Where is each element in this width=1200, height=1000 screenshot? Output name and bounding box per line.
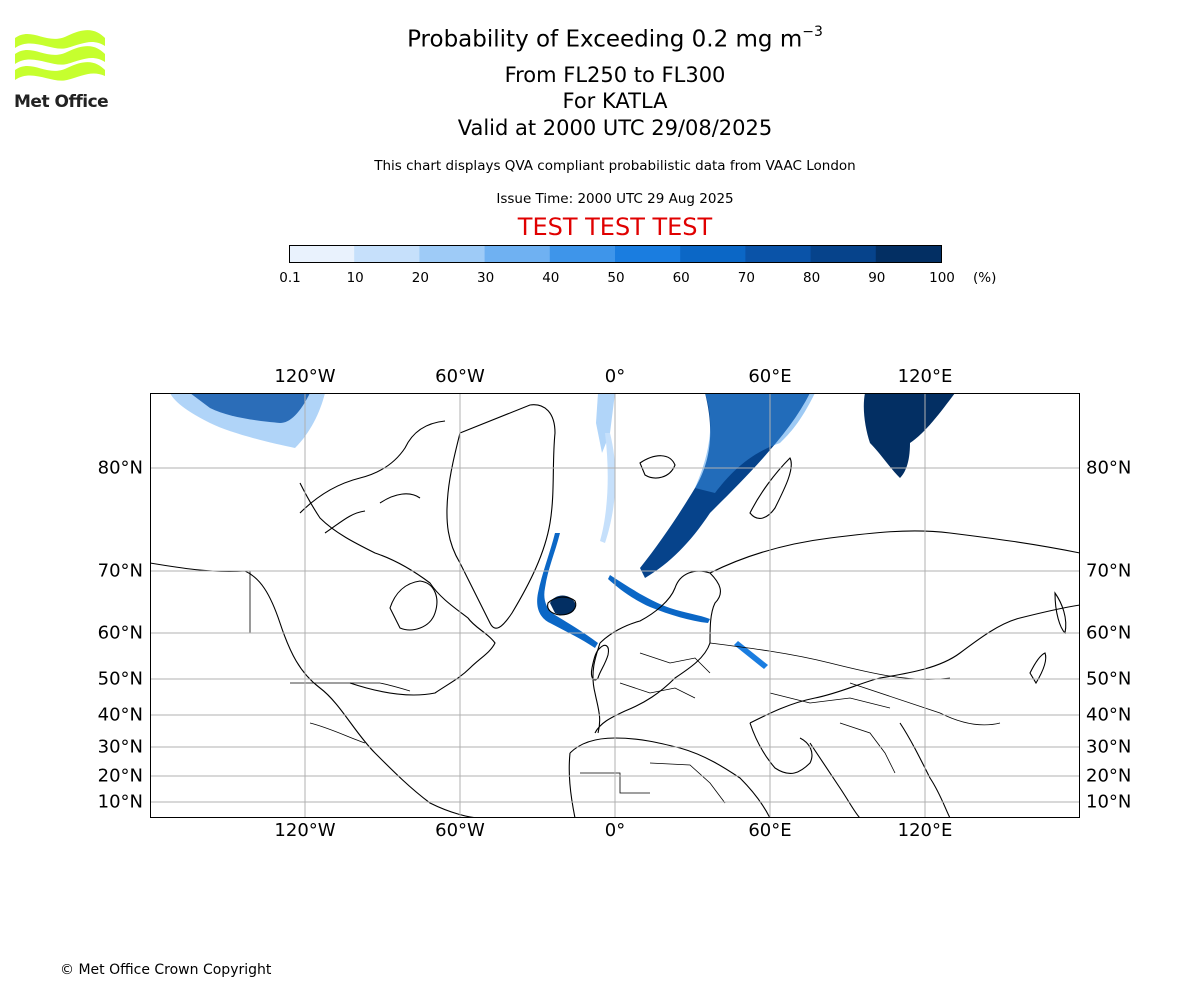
latitude-label-right: 20°N xyxy=(1086,765,1132,787)
colorbar-tick-label: 20 xyxy=(411,270,429,286)
coast-asia xyxy=(709,530,1080,818)
latitude-label-left: 20°N xyxy=(97,765,143,787)
met-office-logo xyxy=(15,30,105,81)
country-borders xyxy=(249,571,1001,804)
latitude-label-right: 10°N xyxy=(1086,791,1132,813)
plume-iceland-loop xyxy=(550,595,576,615)
border-us-mexico xyxy=(309,722,366,744)
latitude-label-right: 50°N xyxy=(1086,668,1132,690)
plume-norway-arc xyxy=(608,575,710,623)
longitude-label-top: 60°W xyxy=(435,366,485,387)
coast-arctic-islands xyxy=(299,420,446,534)
latitude-label-left: 30°N xyxy=(97,736,143,758)
coast-europe xyxy=(592,570,721,734)
colorbar-tick-label: 80 xyxy=(803,270,821,286)
title-exponent: −3 xyxy=(802,24,823,40)
coast-hudson xyxy=(389,580,438,631)
chart-title: Probability of Exceeding 0.2 mg m−3 xyxy=(0,24,1200,53)
map xyxy=(150,393,1080,818)
volcano-name: For KATLA xyxy=(562,89,668,113)
colorbar-tick-label: 100 xyxy=(929,270,955,286)
border-china xyxy=(849,682,1001,726)
logo-wave-1 xyxy=(15,30,105,49)
longitude-label-bottom: 60°E xyxy=(748,820,792,841)
colorbar-cell xyxy=(875,245,942,263)
latitude-label-left: 80°N xyxy=(97,457,143,479)
colorbar-cell xyxy=(680,245,746,263)
logo-wave-3 xyxy=(15,62,105,81)
colorbar-tick-label: 50 xyxy=(607,270,625,286)
colorbar-cell xyxy=(615,245,681,263)
longitude-label-top: 0° xyxy=(604,366,626,387)
colorbar-cell xyxy=(745,245,812,263)
plume-greenland-arc xyxy=(537,533,598,648)
gridlines xyxy=(150,393,1080,818)
title-main: Probability of Exceeding 0.2 mg m xyxy=(407,26,803,53)
border-central-asia xyxy=(769,692,891,709)
colorbar-frame xyxy=(289,245,942,263)
colorbar-cell xyxy=(549,245,616,263)
latitude-label-right: 30°N xyxy=(1086,736,1132,758)
coast-uk xyxy=(590,644,609,681)
colorbar-tick-label: 70 xyxy=(737,270,755,286)
qva-note: This chart displays QVA compliant probab… xyxy=(374,158,856,174)
colorbar-cell xyxy=(484,245,551,263)
latitude-label-left: 50°N xyxy=(97,668,143,690)
copyright: © Met Office Crown Copyright xyxy=(60,962,272,978)
latitude-label-left: 70°N xyxy=(97,560,143,582)
colorbar-tick-label: 40 xyxy=(542,270,560,286)
longitude-label-top: 120°W xyxy=(274,366,336,387)
colorbar-tick-label: 90 xyxy=(868,270,886,286)
plume-russia-streak xyxy=(734,641,768,669)
latitude-label-left: 10°N xyxy=(97,791,143,813)
colorbar-tick-label: 30 xyxy=(477,270,495,286)
coast-africa xyxy=(568,737,771,818)
plume-central-faint xyxy=(600,433,616,543)
latitude-label-right: 60°N xyxy=(1086,622,1132,644)
colorbar-tick-label: 0.1 xyxy=(279,270,301,286)
border-europe-b xyxy=(619,682,696,699)
colorbar-tick-label: 10 xyxy=(346,270,364,286)
colorbar-cell xyxy=(810,245,877,263)
colorbar-cell xyxy=(289,245,355,263)
border-europe-a xyxy=(639,652,711,674)
colorbar-cell xyxy=(419,245,486,263)
valid-time: Valid at 2000 UTC 29/08/2025 xyxy=(457,116,773,140)
latitude-label-right: 80°N xyxy=(1086,457,1132,479)
ash-plumes xyxy=(170,393,955,669)
latitude-label-right: 70°N xyxy=(1086,560,1132,582)
border-africa-b xyxy=(649,762,726,804)
coast-iceland xyxy=(547,596,577,616)
latitude-label-left: 60°N xyxy=(97,622,143,644)
longitude-label-top: 120°E xyxy=(897,366,953,387)
plume-north-pole-strip xyxy=(596,393,615,453)
coast-japan xyxy=(1029,652,1047,685)
issue-time: Issue Time: 2000 UTC 29 Aug 2025 xyxy=(496,191,734,207)
longitude-label-bottom: 0° xyxy=(604,820,626,841)
longitude-label-bottom: 120°W xyxy=(274,820,336,841)
latitude-label-right: 40°N xyxy=(1086,704,1132,726)
test-banner: TEST TEST TEST xyxy=(517,213,713,241)
longitude-label-bottom: 60°W xyxy=(435,820,485,841)
coast-arabia xyxy=(749,722,813,774)
colorbar-cell xyxy=(354,245,420,263)
latitude-label-left: 40°N xyxy=(97,704,143,726)
coast-novaya-zemlya xyxy=(749,457,792,519)
logo-text: Met Office xyxy=(14,92,109,112)
map-frame xyxy=(150,393,1080,818)
colorbar-tick-label: 60 xyxy=(672,270,690,286)
border-africa-a xyxy=(580,772,650,794)
colorbar-unit: (%) xyxy=(973,270,997,286)
colorbar xyxy=(289,245,942,263)
plume-far-east xyxy=(863,393,955,478)
plume-nw-pacific-core xyxy=(190,393,310,423)
longitude-label-bottom: 120°E xyxy=(897,820,953,841)
flight-level-range: From FL250 to FL300 xyxy=(504,63,726,87)
border-india xyxy=(839,722,896,774)
longitude-label-top: 60°E xyxy=(748,366,792,387)
border-canada-us xyxy=(290,682,411,692)
coast-greenland xyxy=(446,404,556,629)
logo-wave-2 xyxy=(15,46,105,65)
coast-svalbard xyxy=(639,455,676,479)
